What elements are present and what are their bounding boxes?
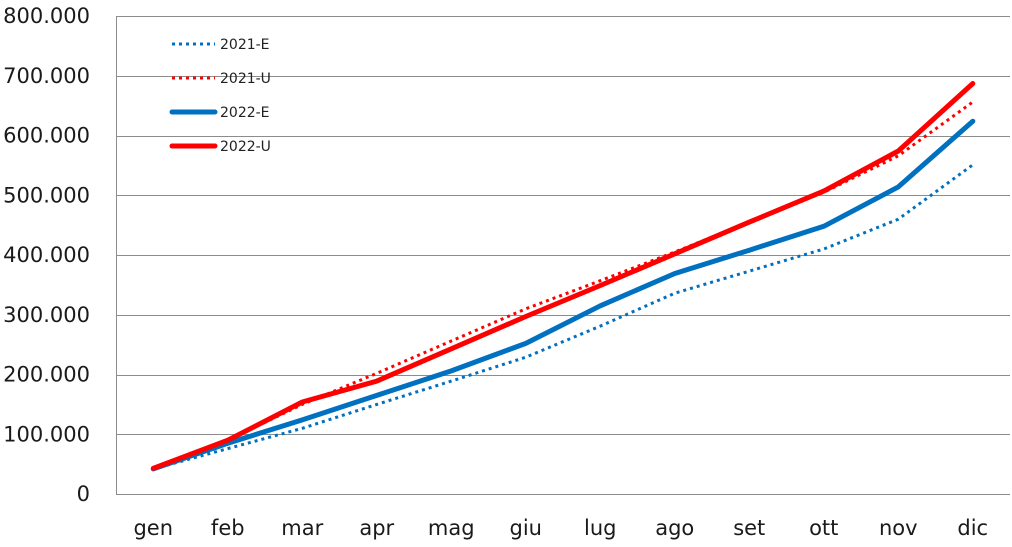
legend: 2021-E 2021-U 2022-E 2022-U: [169, 37, 271, 155]
x-tick-label: nov: [879, 516, 918, 540]
y-tick-label: 700.000: [3, 64, 90, 88]
y-tick-label: 200.000: [3, 363, 90, 387]
x-tick-label: apr: [359, 516, 394, 540]
y-tick-label: 400.000: [3, 243, 90, 267]
x-tick-label: set: [733, 516, 765, 540]
legend-label: 2021-U: [220, 71, 271, 87]
y-tick-label: 500.000: [3, 183, 90, 207]
x-tick-label: giu: [510, 516, 542, 540]
y-tick-label: 0: [77, 482, 90, 506]
x-tick-label: mar: [281, 516, 323, 540]
series-line-2021-E: [152, 163, 974, 471]
x-tick-labels: gen feb mar apr mag giu lug ago set ott nov dic: [133, 516, 988, 540]
series-line-2022-E: [150, 118, 976, 472]
y-tick-label: 800.000: [3, 4, 90, 28]
axes: [116, 16, 1010, 495]
x-tick-label: dic: [957, 516, 988, 540]
gridlines: [116, 16, 1010, 435]
y-tick-labels: 0 100.000 200.000 300.000 400.000 500.000 600.…: [3, 4, 90, 506]
y-tick-label: 100.000: [3, 422, 90, 446]
x-tick-label: mag: [428, 516, 475, 540]
x-tick-label: gen: [133, 516, 173, 540]
x-tick-label: ott: [809, 516, 838, 540]
y-tick-label: 300.000: [3, 303, 90, 327]
series-lines: [150, 81, 976, 472]
legend-label: 2022-E: [220, 105, 270, 121]
legend-label: 2022-U: [220, 139, 271, 155]
x-tick-label: lug: [584, 516, 616, 540]
series-line-2022-U: [150, 81, 976, 471]
legend-label: 2021-E: [220, 37, 270, 53]
y-tick-label: 600.000: [3, 124, 90, 148]
x-tick-label: feb: [211, 516, 245, 540]
x-tick-label: ago: [655, 516, 694, 540]
